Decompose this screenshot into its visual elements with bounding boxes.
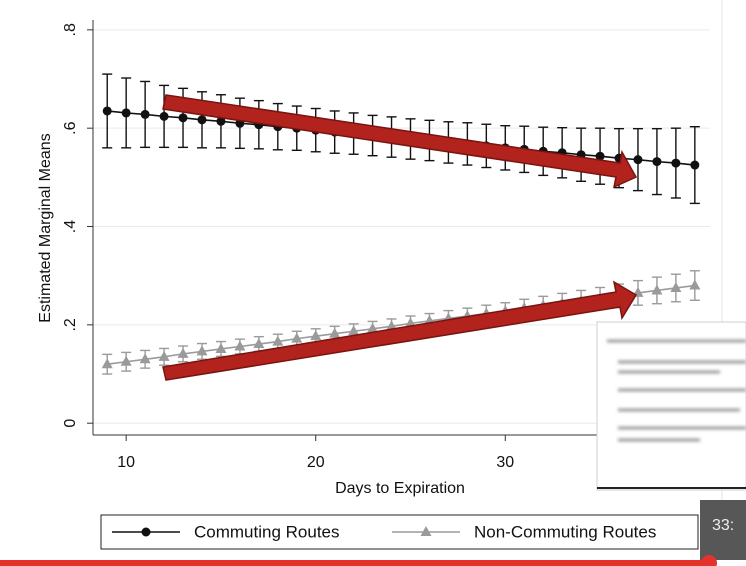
marker: [367, 322, 379, 333]
y-tick-label: .8: [62, 23, 79, 36]
legend-label: Commuting Routes: [194, 522, 340, 541]
x-tick-label: 10: [117, 454, 135, 471]
x-axis-title: Days to Expiration: [335, 480, 465, 497]
marker: [291, 332, 303, 343]
y-tick-label: .4: [62, 220, 79, 233]
marker: [420, 526, 432, 536]
legend: Commuting Routes Non-Commuting Routes: [100, 514, 699, 550]
marker: [141, 527, 151, 537]
arrow-up: [162, 280, 638, 381]
marker: [651, 284, 663, 295]
marker: [216, 116, 226, 126]
marker: [139, 353, 151, 364]
marker: [253, 338, 265, 349]
progress-bar[interactable]: [0, 560, 710, 566]
marker: [272, 335, 284, 346]
marker: [140, 109, 150, 119]
marker: [348, 325, 360, 336]
marker: [158, 350, 170, 361]
marker: [120, 355, 132, 366]
x-tick-label: 30: [496, 454, 514, 471]
marker: [310, 330, 322, 341]
marker: [386, 320, 398, 331]
video-control-bg: [700, 500, 746, 560]
marker: [329, 327, 341, 338]
timestamp: 33:: [712, 517, 734, 534]
marker: [102, 106, 112, 116]
marker: [689, 279, 701, 290]
marker: [595, 151, 605, 161]
blurred-overlay: [596, 321, 746, 491]
marker: [177, 347, 189, 358]
marker: [633, 155, 643, 165]
marker: [121, 108, 131, 118]
x-tick-label: 20: [307, 454, 325, 471]
y-tick-label: 0: [62, 419, 79, 428]
marker: [670, 281, 682, 292]
marker: [178, 113, 188, 123]
y-tick-label: .2: [62, 318, 79, 331]
legend-label: Non-Commuting Routes: [474, 522, 656, 541]
marker: [197, 115, 207, 125]
progress-handle[interactable]: [701, 555, 717, 566]
marker: [159, 111, 169, 121]
arrow-down: [162, 94, 638, 189]
marker: [690, 160, 700, 170]
marker: [101, 358, 113, 369]
marker: [234, 340, 246, 351]
marker: [215, 342, 227, 353]
marker: [671, 158, 681, 168]
y-axis-title: Estimated Marginal Means: [37, 133, 54, 322]
marker: [652, 157, 662, 167]
marker: [196, 345, 208, 356]
y-tick-label: .6: [62, 121, 79, 134]
